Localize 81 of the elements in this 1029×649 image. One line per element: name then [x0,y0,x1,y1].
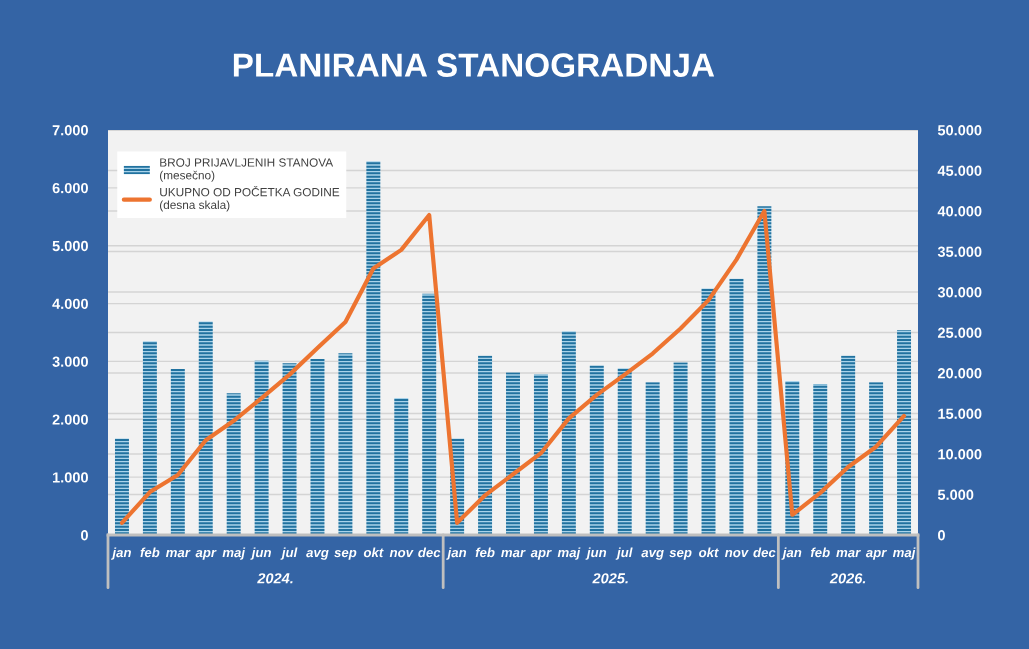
bar [478,355,493,535]
y-tick-label: 6.000 [52,182,88,194]
x-tick-label: jul [280,547,298,560]
bar [561,331,576,535]
bar [310,359,325,535]
bar [422,293,437,535]
text: 2026. [829,573,866,584]
y-tick-label: 4.000 [52,298,88,309]
y-tick-label: 3.000 [52,356,88,367]
bar [394,397,409,535]
x-tick-label: jan [781,547,802,560]
bar [142,341,157,535]
x-tick-label: jun [250,547,271,560]
y-tick-label: 2.000 [52,414,88,425]
x-tick-label: feb [810,547,830,558]
y-tick-label: 7.000 [52,125,88,136]
y-tick-label: 5.000 [52,240,88,252]
legend-label: UKUPNO OD POČETKA GODINE (desna skala) [160,185,340,212]
x-tick-label: nov [389,549,414,558]
bar [114,438,129,535]
x-tick-label: jun [585,547,607,560]
x-tick-label: nov [724,549,749,558]
x-tick-label: mar [165,549,191,558]
bar [841,355,856,535]
bar [869,382,884,535]
y2-tick-label: 25.000 [937,327,982,338]
bar [533,374,548,535]
bar [506,372,520,535]
x-tick-label: jan [111,547,131,560]
x-tick-label: okt [699,547,719,558]
text: 2024. [257,573,293,584]
bar [170,368,185,535]
chart-title: PLANIRANA STANOGRADNJA [233,53,715,77]
x-tick-label: apr [865,549,887,560]
y-tick-label: 0 [81,530,88,541]
bar [757,206,772,535]
y2-tick-label: 45.000 [937,165,982,176]
bar [282,363,297,535]
x-tick-label: mar [501,549,526,558]
x-tick-label: avg [306,549,329,560]
text: 2025. [592,573,628,584]
bar [729,278,744,535]
legend-label: BROJ PRIJAVLJENIH STANOVA (mesečno) [160,158,334,182]
y2-tick-label: 35.000 [937,246,982,257]
x-tick-label: sep [334,549,357,560]
x-tick-label: jul [615,547,633,560]
bar [366,161,381,535]
y2-tick-label: 0 [938,530,945,541]
y2-tick-label: 40.000 [937,206,982,217]
bar [589,365,604,535]
bar [254,360,269,535]
bar [226,393,241,535]
y2-tick-label: 15.000 [938,408,982,419]
x-tick-label: apr [195,549,217,560]
bar [813,383,828,535]
bar [198,321,213,535]
x-tick-label: maj [557,547,581,560]
y2-tick-label: 10.000 [938,449,982,460]
x-tick-label: feb [140,547,160,558]
x-tick-label: sep [669,549,692,560]
x-tick-label: dec [418,547,441,558]
x-tick-label: okt [363,547,384,558]
y2-tick-label: 50.000 [937,125,982,136]
y2-tick-label: 20.000 [937,368,982,379]
bar [338,353,353,535]
bar [617,368,632,535]
bar [701,288,716,535]
x-tick-label: dec [753,547,776,558]
x-tick-label: mar [836,549,861,558]
x-tick-label: jan [446,547,467,560]
y2-tick-label: 30.000 [937,287,982,298]
x-tick-label: avg [641,549,664,560]
bar [897,330,912,535]
bar [645,382,660,535]
x-tick-label: feb [475,547,495,558]
bar [673,362,688,535]
x-tick-label: apr [530,549,552,560]
y2-tick-label: 5.000 [937,489,974,500]
x-tick-label: maj [222,547,246,560]
y-tick-label: 1.000 [52,472,88,483]
x-tick-label: maj [892,547,916,560]
